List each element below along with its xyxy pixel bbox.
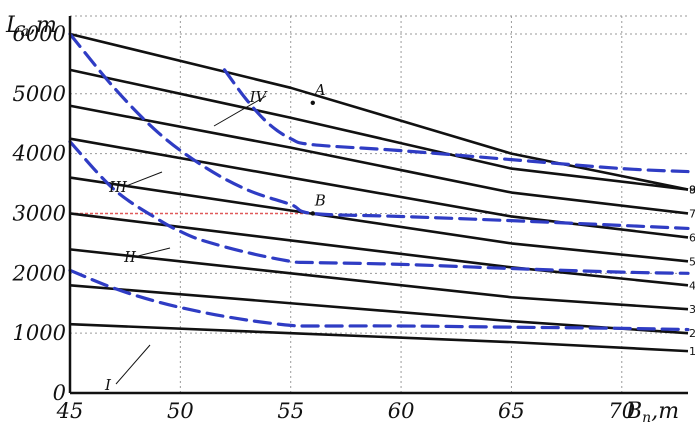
x-tick-label: 50 [167, 399, 194, 423]
black-series-line-8 [69, 68, 689, 191]
y-axis-title: La,m [5, 13, 57, 40]
series-label-I: I [104, 376, 112, 394]
edge-label: 5 [689, 255, 695, 268]
y-tick-label: 4000 [12, 142, 66, 166]
x-tick-label: 70 [608, 399, 635, 423]
series-label-IV: IV [249, 88, 269, 106]
black-series-line-4 [69, 212, 689, 287]
edge-label: 3 [689, 303, 695, 316]
dashed-series-IV [222, 68, 690, 174]
series-label-III: III [108, 178, 128, 196]
point-A [310, 100, 315, 105]
leader-line-IV [213, 95, 267, 127]
edge-label: 1 [689, 345, 695, 358]
black-series-line-1 [69, 322, 689, 353]
labels: 45 50 55 60 65 700100020003000400050006000La,… [5, 13, 695, 426]
y-tick-label: 6000 [13, 22, 66, 46]
leader-line-II [137, 247, 171, 257]
y-tick-label: 1000 [13, 321, 66, 345]
point-B [310, 211, 315, 216]
dashed-series-group [68, 32, 690, 332]
edge-label: 9 [689, 184, 695, 197]
x-tick-label: 45 [56, 399, 84, 423]
y-tick-label: 0 [53, 381, 66, 405]
edge-label: 2 [689, 327, 695, 340]
edge-label: 8 [689, 184, 695, 197]
x-axis-title: Bn,m [625, 399, 679, 426]
dashed-series-II [68, 140, 690, 275]
black-series-line-9 [69, 32, 689, 191]
black-series-line-7 [69, 104, 689, 215]
y-tick-label: 2000 [12, 261, 66, 285]
leader-line-I [115, 344, 151, 385]
leader-line-III [125, 171, 163, 187]
point-label-B: B [314, 191, 326, 209]
point-label-A: A [313, 81, 326, 99]
y-tick-label: 5000 [13, 82, 66, 106]
black-series-line-6 [69, 137, 689, 239]
x-tick-label: 55 [277, 399, 304, 423]
edge-label: 7 [689, 207, 695, 220]
axes [68, 16, 688, 395]
dashed-series-I [68, 268, 690, 332]
edge-label: 4 [689, 279, 695, 292]
dashed-series-III [68, 32, 690, 231]
x-tick-label: 65 [498, 399, 525, 423]
edge-label: 6 [689, 231, 695, 244]
x-tick-label: 60 [388, 399, 415, 423]
black-series-line-5 [69, 176, 689, 263]
y-tick-label: 3000 [13, 201, 66, 225]
black-series-line-3 [69, 248, 689, 311]
series-label-II: II [123, 248, 137, 266]
